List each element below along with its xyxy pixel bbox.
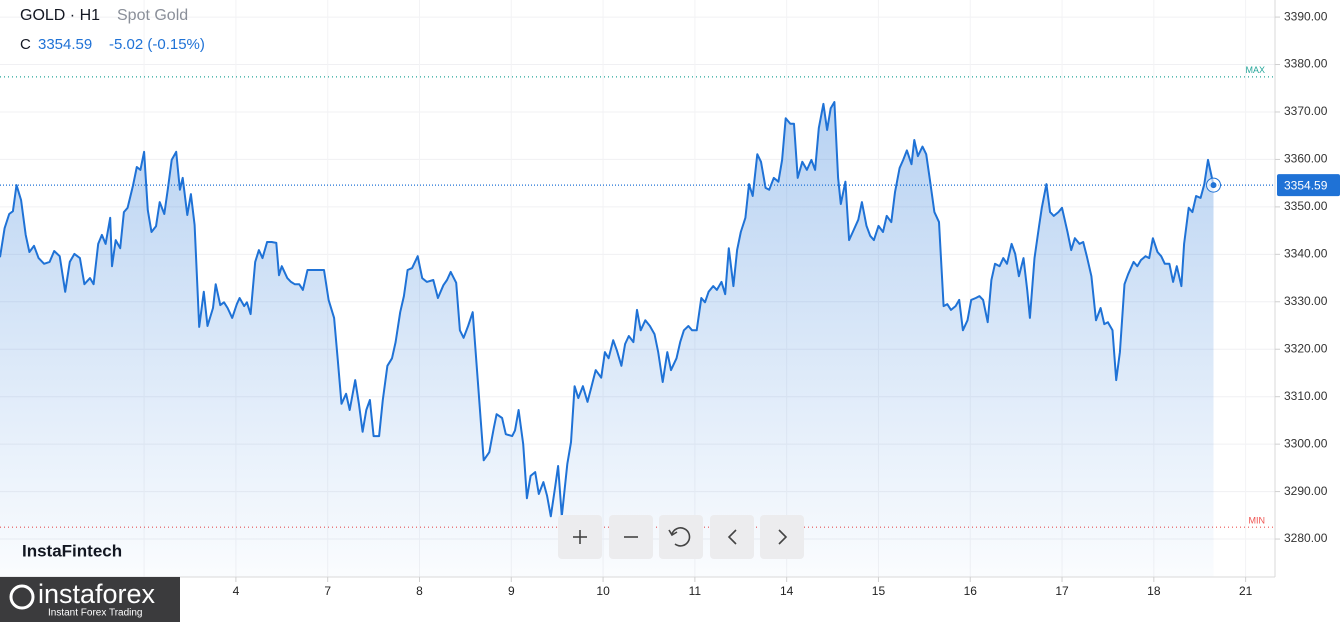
y-tick-label: 3320.00 — [1284, 341, 1328, 355]
x-tick-label: 16 — [964, 584, 978, 598]
y-tick-label: 3380.00 — [1284, 57, 1328, 71]
logo-icon — [9, 584, 35, 610]
y-tick-label: 3340.00 — [1284, 247, 1328, 261]
last-price-badge — [1277, 174, 1340, 197]
x-tick-label: 9 — [508, 584, 515, 598]
x-tick-label: 21 — [1239, 584, 1253, 598]
axes: 3280.00 3290.00 3300.00 3310.00 3320.00 3330.… — [141, 9, 1340, 598]
chart-subtitle: Spot Gold — [117, 7, 188, 24]
x-tick-label: 15 — [872, 584, 886, 598]
logo-tagline: Instant Forex Trading — [48, 608, 143, 619]
price-line — [0, 101, 1215, 518]
zoom-out-button[interactable] — [609, 515, 653, 559]
last-price-label: 3354.59 — [1284, 178, 1328, 192]
y-tick-label: 3370.00 — [1284, 104, 1328, 118]
y-tick-label: 3390.00 — [1284, 9, 1328, 23]
logo-text: instaforex — [38, 579, 156, 609]
y-tick-label: 3300.00 — [1284, 436, 1328, 450]
brand-watermark: InstaFintech — [22, 541, 122, 560]
scroll-right-button[interactable] — [760, 515, 804, 559]
change-value: -5.02 (-0.15%) — [109, 36, 205, 53]
zoom-controls — [558, 515, 804, 559]
close-label: C — [20, 36, 31, 53]
y-tick-label: 3290.00 — [1284, 484, 1328, 498]
x-tick-label: 14 — [780, 584, 794, 598]
x-tick-label: 10 — [596, 584, 610, 598]
zoom-in-button[interactable] — [558, 515, 602, 559]
reset-button[interactable] — [659, 515, 703, 559]
area-fill — [0, 102, 1214, 577]
x-tick-label: 17 — [1055, 584, 1069, 598]
x-tick-label: 18 — [1147, 584, 1161, 598]
y-tick-label: 3280.00 — [1284, 531, 1328, 545]
logo: instaforex Instant Forex Trading — [0, 577, 180, 622]
y-tick-label: 3360.00 — [1284, 152, 1328, 166]
last-point — [1210, 182, 1217, 189]
close-value: 3354.59 — [38, 36, 92, 53]
plot — [0, 101, 1275, 577]
x-tick-label: 7 — [324, 584, 331, 598]
x-tick-label: 11 — [689, 584, 702, 598]
reference-label: MIN — [1249, 516, 1266, 526]
y-tick-label: 3350.00 — [1284, 199, 1328, 213]
reference-label: MAX — [1245, 65, 1265, 75]
x-tick-label: 4 — [233, 584, 240, 598]
chart-title: GOLD · H1 — [20, 7, 100, 24]
x-tick-label: 8 — [416, 584, 423, 598]
scroll-left-button[interactable] — [710, 515, 754, 559]
y-tick-label: 3330.00 — [1284, 294, 1328, 308]
y-tick-label: 3310.00 — [1284, 389, 1328, 403]
logo-box — [0, 577, 180, 622]
